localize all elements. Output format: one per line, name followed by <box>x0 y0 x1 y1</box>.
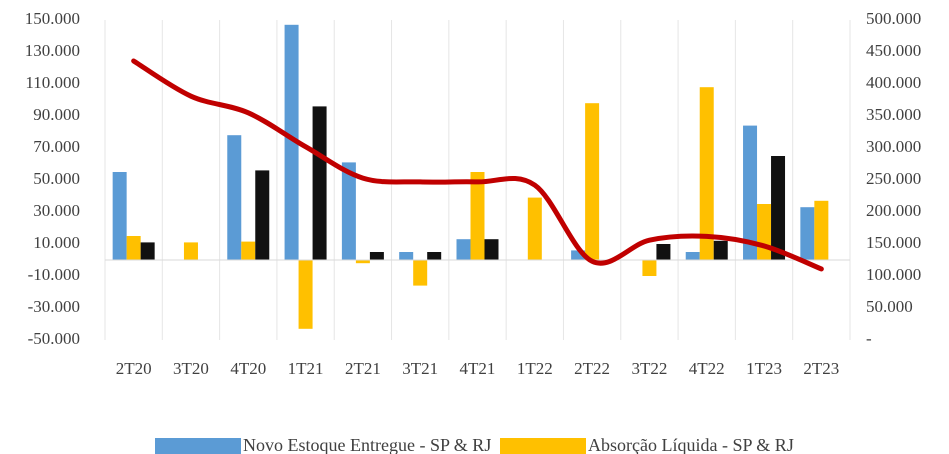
x-tick-label: 1T22 <box>517 359 553 378</box>
y2-tick-label: 300.000 <box>866 137 921 156</box>
bar <box>814 200 829 260</box>
bar <box>241 241 256 260</box>
x-tick-label: 2T23 <box>803 359 839 378</box>
x-tick-label: 2T21 <box>345 359 381 378</box>
bar <box>312 106 327 261</box>
bar <box>456 239 471 260</box>
bar <box>255 170 270 260</box>
bar <box>341 162 356 260</box>
bar <box>527 197 542 260</box>
bar <box>413 260 428 286</box>
y2-tick-label: - <box>866 329 872 348</box>
bar <box>399 252 414 260</box>
y-tick-label: 70.000 <box>33 137 80 156</box>
bar <box>571 250 586 260</box>
y2-tick-label: 50.000 <box>866 297 913 316</box>
bar <box>685 252 700 260</box>
x-tick-label: 1T23 <box>746 359 782 378</box>
bar <box>140 242 155 260</box>
bar <box>771 156 786 260</box>
bar <box>656 244 671 260</box>
bar <box>427 252 442 260</box>
x-tick-label: 3T20 <box>173 359 209 378</box>
bar <box>284 24 299 260</box>
x-tick-label: 4T21 <box>460 359 496 378</box>
y-tick-label: 150.000 <box>25 9 80 28</box>
bar <box>743 125 758 260</box>
line <box>131 58 824 272</box>
legend-label: Novo Estoque Entregue - SP & RJ <box>243 435 491 454</box>
legend-swatch <box>155 438 241 454</box>
x-tick-label: 1T21 <box>288 359 324 378</box>
y-tick-label: 50.000 <box>33 169 80 188</box>
x-tick-label: 2T22 <box>574 359 610 378</box>
y-tick-label: 10.000 <box>33 233 80 252</box>
bar <box>484 239 499 260</box>
bar <box>800 207 815 260</box>
bar <box>757 204 772 260</box>
y-tick-label: 30.000 <box>33 201 80 220</box>
bar <box>642 260 657 276</box>
y2-tick-label: 500.000 <box>866 9 921 28</box>
bar <box>699 87 714 260</box>
legend-label: Absorção Líquida - SP & RJ <box>588 435 794 454</box>
bar <box>585 103 600 260</box>
y2-tick-label: 350.000 <box>866 105 921 124</box>
y-tick-label: -50.000 <box>28 329 80 348</box>
bar <box>227 135 242 260</box>
y2-tick-label: 100.000 <box>866 265 921 284</box>
y-tick-label: -10.000 <box>28 265 80 284</box>
bar <box>470 172 485 260</box>
y-tick-label: 90.000 <box>33 105 80 124</box>
x-tick-label: 4T20 <box>230 359 266 378</box>
y2-tick-label: 200.000 <box>866 201 921 220</box>
bar <box>298 260 313 329</box>
y-tick-label: -30.000 <box>28 297 80 316</box>
bar <box>369 252 384 260</box>
bar <box>126 236 141 260</box>
bar <box>355 260 370 264</box>
x-tick-label: 3T21 <box>402 359 438 378</box>
y-tick-label: 110.000 <box>25 73 80 92</box>
x-tick-label: 4T22 <box>689 359 725 378</box>
legend-swatch <box>500 438 586 454</box>
y2-tick-label: 400.000 <box>866 73 921 92</box>
y-tick-label: 130.000 <box>25 41 80 60</box>
y2-tick-label: 150.000 <box>866 233 921 252</box>
y2-tick-label: 450.000 <box>866 41 921 60</box>
x-tick-label: 3T22 <box>631 359 667 378</box>
y2-tick-label: 250.000 <box>866 169 921 188</box>
bar <box>112 172 127 260</box>
x-tick-label: 2T20 <box>116 359 152 378</box>
bar <box>183 242 198 260</box>
bar <box>713 240 728 260</box>
